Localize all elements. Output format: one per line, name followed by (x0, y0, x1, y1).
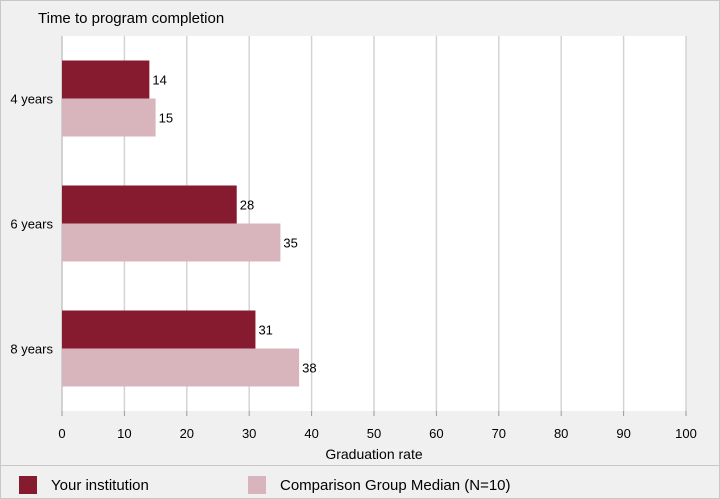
x-tick-label: 60 (429, 426, 443, 441)
legend-swatch (19, 476, 37, 494)
data-label: 31 (258, 323, 272, 338)
bar (62, 185, 237, 224)
y-tick-label: 6 years (10, 217, 53, 232)
bar (62, 348, 300, 387)
bar (62, 98, 156, 137)
x-tick-label: 0 (58, 426, 65, 441)
x-tick-label: 80 (554, 426, 568, 441)
data-label: 15 (159, 111, 173, 126)
x-tick-label: 10 (117, 426, 131, 441)
bar (62, 60, 150, 99)
legend: Your institution Comparison Group Median… (1, 465, 719, 499)
bar-chart: 0 10 20 30 40 50 60 70 80 90 100 Graduation rate 4 y… (10, 36, 697, 462)
chart-title: Time to program completion (38, 10, 225, 27)
legend-item-comparison-group: Comparison Group Median (N=10) (248, 476, 511, 494)
legend-swatch (248, 476, 266, 494)
y-tick-label: 4 years (10, 92, 53, 107)
legend-item-your-institution: Your institution (19, 476, 149, 494)
legend-label: Your institution (51, 476, 149, 494)
legend-label: Comparison Group Median (N=10) (280, 476, 511, 494)
data-label: 38 (302, 361, 316, 376)
x-tick-label: 100 (675, 426, 697, 441)
x-tick-label: 20 (180, 426, 194, 441)
data-label: 35 (283, 236, 297, 251)
bar (62, 223, 281, 262)
x-tick-label: 70 (492, 426, 506, 441)
bar (62, 310, 256, 349)
y-tick-label: 8 years (10, 342, 53, 357)
data-label: 28 (240, 198, 254, 213)
x-tick-label: 40 (304, 426, 318, 441)
x-tick-label: 90 (616, 426, 630, 441)
x-axis-label: Graduation rate (325, 446, 422, 462)
x-tick-label: 30 (242, 426, 256, 441)
x-tick-label: 50 (367, 426, 381, 441)
data-label: 14 (152, 73, 166, 88)
